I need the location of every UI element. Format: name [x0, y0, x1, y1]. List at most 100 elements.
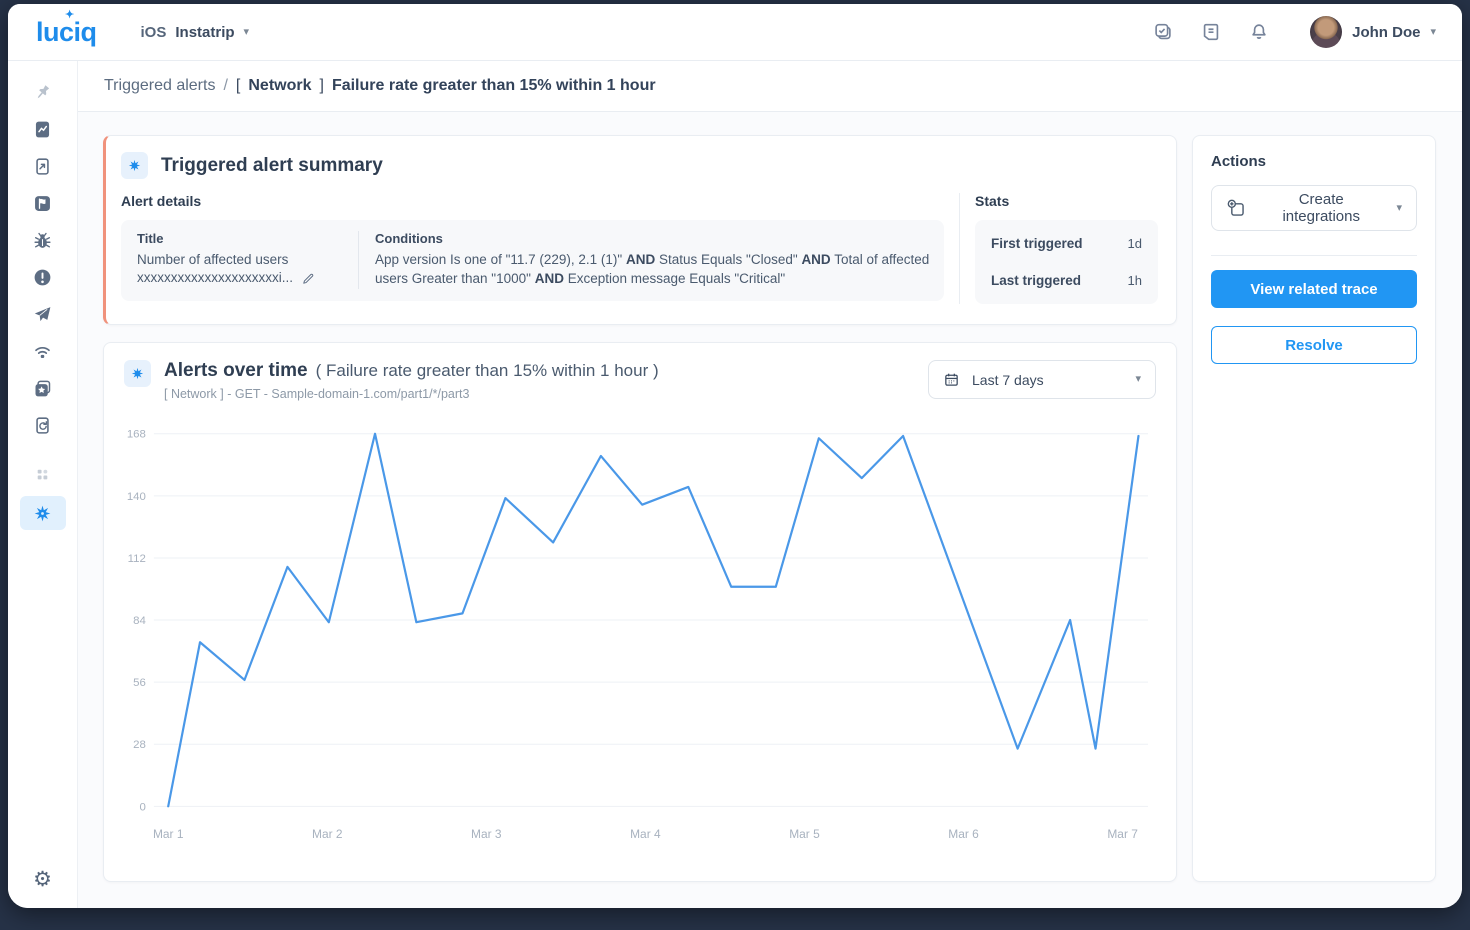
svg-text:0: 0	[140, 801, 146, 813]
chevron-down-icon: ▾	[1135, 373, 1141, 385]
app-platform: iOS	[140, 23, 167, 41]
alert-details-box: Title Number of affected users xxxxxxxxx…	[121, 220, 944, 301]
profile-menu[interactable]: John Doe ▾	[1310, 16, 1436, 48]
svg-text:Mar 2: Mar 2	[312, 827, 343, 841]
svg-text:Mar 6: Mar 6	[948, 827, 979, 841]
sidebar: ⚙	[8, 61, 78, 908]
chart-spark-chip	[124, 360, 151, 387]
spark-icon	[131, 367, 144, 380]
app-window: luciq ✦ iOS Instatrip ▾	[8, 4, 1462, 908]
sidebar-item-feature-flags[interactable]	[23, 188, 63, 218]
alert-circle-icon	[34, 269, 51, 285]
view-related-trace-button[interactable]: View related trace	[1211, 270, 1417, 308]
calendar-icon	[945, 373, 958, 386]
svg-text:Mar 4: Mar 4	[630, 827, 661, 841]
actions-panel: Actions Create integrations ▾ View relat…	[1192, 135, 1436, 882]
app-name: Instatrip	[175, 23, 235, 41]
top-navbar: luciq ✦ iOS Instatrip ▾	[8, 4, 1462, 61]
wifi-icon	[35, 346, 50, 358]
chart-source-line: [ Network ] - GET - Sample-domain-1.com/…	[164, 387, 470, 401]
pin-icon	[37, 84, 50, 98]
stat-value: 1h	[1127, 273, 1142, 288]
sidebar-item-alerts-active[interactable]	[19, 496, 66, 530]
svg-text:Mar 7: Mar 7	[1107, 827, 1138, 841]
chart-title-suffix: ( Failure rate greater than 15% within 1…	[315, 361, 659, 380]
svg-text:Mar 5: Mar 5	[789, 827, 820, 841]
create-integrations-dropdown[interactable]: Create integrations ▾	[1211, 185, 1417, 231]
notifications-bell-icon[interactable]	[1248, 21, 1270, 43]
add-integration-icon	[1227, 199, 1244, 216]
breadcrumb: Triggered alerts / [ Network ] Failure r…	[78, 61, 1462, 112]
summary-spark-chip	[121, 152, 148, 179]
sidebar-item-more-apps[interactable]	[23, 459, 63, 489]
phone-refresh-icon	[36, 416, 49, 434]
stat-label: Last triggered	[991, 273, 1082, 288]
chart-title: Alerts over time	[164, 360, 308, 381]
stat-row-first-triggered: First triggered 1d	[991, 236, 1142, 251]
sidebar-item-surveys[interactable]	[23, 299, 63, 329]
flag-icon	[35, 195, 50, 211]
svg-text:Mar 1: Mar 1	[153, 827, 184, 841]
svg-text:56: 56	[133, 677, 146, 689]
svg-text:Mar 3: Mar 3	[471, 827, 502, 841]
svg-text:112: 112	[128, 553, 146, 565]
logo-text: luciq	[36, 16, 97, 47]
summary-card-title: Triggered alert summary	[161, 154, 383, 176]
breadcrumb-current-title: Failure rate greater than 15% within 1 h…	[331, 77, 656, 94]
svg-text:140: 140	[127, 491, 146, 503]
svg-text:168: 168	[127, 429, 146, 441]
stats-heading: Stats	[975, 193, 1010, 209]
star-copy-icon	[35, 380, 51, 396]
sidebar-item-app-ratings[interactable]	[23, 373, 63, 403]
chevron-down-icon: ▾	[243, 25, 250, 38]
title-label: Title	[137, 231, 164, 246]
phone-chart-icon	[35, 121, 50, 137]
chevron-down-icon: ▾	[1430, 25, 1436, 38]
date-range-label: Last 7 days	[972, 371, 1044, 388]
stat-value: 1d	[1127, 236, 1142, 251]
grid-dots-icon	[37, 469, 48, 479]
chart-area: 0 28 56 84 112 140 168 Mar 1 Mar 2 Mar 3 Mar 4 Mar …	[124, 415, 1156, 852]
triggered-alert-summary-card: Triggered alert summary Alert details Ti…	[103, 135, 1177, 325]
breadcrumb-separator: /	[223, 77, 228, 94]
create-integrations-label: Create integrations	[1282, 191, 1360, 225]
actions-heading: Actions	[1211, 153, 1267, 170]
details-divider	[358, 231, 359, 289]
gear-icon: ⚙	[33, 867, 52, 891]
spark-icon	[128, 159, 141, 172]
luciq-logo[interactable]: luciq ✦	[36, 9, 97, 47]
sidebar-item-network[interactable]	[23, 336, 63, 366]
spark-icon	[34, 505, 51, 521]
phone-arrow-icon	[36, 157, 49, 175]
content-area: Triggered alerts / [ Network ] Failure r…	[78, 61, 1462, 908]
conditions-label: Conditions	[375, 231, 443, 246]
sidebar-item-performance[interactable]	[23, 114, 63, 144]
stat-label: First triggered	[991, 236, 1083, 251]
chevron-down-icon: ▾	[1396, 201, 1402, 214]
breadcrumb-tag: Network	[248, 77, 312, 94]
sidebar-item-sessions[interactable]	[23, 151, 63, 181]
app-selector[interactable]: iOS Instatrip ▾	[141, 24, 250, 41]
date-range-selector[interactable]: Last 7 days ▾	[928, 360, 1156, 399]
sidebar-item-crashes[interactable]	[23, 262, 63, 292]
bug-icon	[34, 232, 51, 248]
breadcrumb-bracket-open: [	[235, 77, 241, 94]
avatar	[1310, 16, 1343, 48]
breadcrumb-parent-link[interactable]: Triggered alerts	[104, 77, 216, 94]
stats-box: First triggered 1d Last triggered 1h	[975, 220, 1158, 304]
sidebar-item-releases[interactable]	[23, 410, 63, 440]
edit-pencil-icon[interactable]	[301, 271, 316, 286]
svg-text:84: 84	[133, 615, 146, 627]
tasks-icon[interactable]	[1152, 21, 1174, 43]
resolve-button[interactable]: Resolve	[1211, 326, 1417, 364]
alert-details-heading: Alert details	[121, 193, 202, 209]
summary-stats-divider	[959, 193, 960, 304]
logo-star-icon: ✦	[65, 8, 74, 21]
actions-divider	[1211, 255, 1417, 256]
notes-icon[interactable]	[1200, 21, 1222, 43]
sidebar-item-settings[interactable]: ⚙	[23, 864, 63, 894]
user-name: John Doe	[1352, 23, 1421, 41]
sidebar-item-pin[interactable]	[23, 77, 63, 107]
breadcrumb-bracket-close: ]	[319, 77, 324, 94]
sidebar-item-bug-reports[interactable]	[23, 225, 63, 255]
